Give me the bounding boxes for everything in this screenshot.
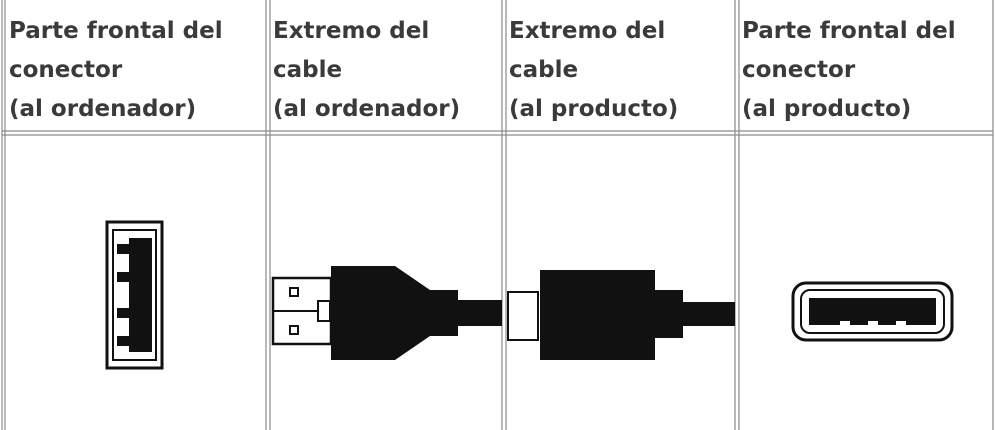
header-text: Parte frontal del [742,18,956,44]
mini-usb-plug [507,270,735,360]
header-text: (al producto) [742,96,911,122]
header-text: Parte frontal del [9,18,223,44]
header-text: Extremo del [509,18,665,44]
header-text: conector [9,57,123,83]
usb-a-plug [271,266,502,360]
usb-a-receptacle-front [791,281,954,342]
usb-a-receptacle-vertical [105,220,164,370]
header-text: cable [509,57,578,83]
header-text: (al ordenador) [273,96,460,122]
header-text: cable [273,57,342,83]
header-text: (al producto) [509,96,678,122]
header-row: Parte frontal del conector (al ordenador) E… [9,18,956,122]
header-text: (al ordenador) [9,96,196,122]
header-text: conector [742,57,856,83]
header-text: Extremo del [273,18,429,44]
